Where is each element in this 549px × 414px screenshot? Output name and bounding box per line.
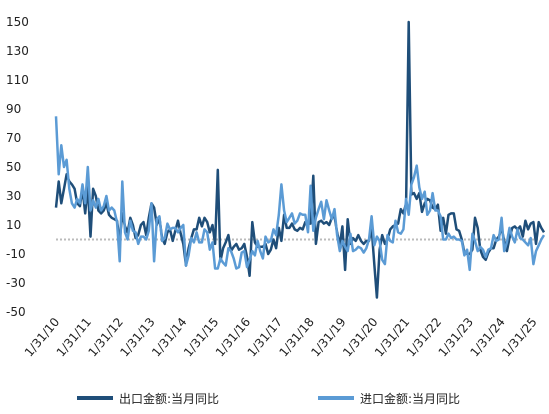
y-tick-label: 130 [6,44,29,58]
y-tick-label: 10 [6,218,21,232]
y-tick-label: 150 [6,15,29,29]
y-tick-label: 90 [6,102,21,116]
legend-label: 进口金额:当月同比 [360,391,460,406]
legend-label: 出口金额:当月同比 [119,391,219,406]
y-tick-label: -30 [6,276,26,290]
x-tick-label: 1/31/25 [499,315,539,359]
y-tick-label: 30 [6,189,21,203]
y-tick-label: 110 [6,73,29,87]
series-line [54,116,546,272]
y-tick-label: -50 [6,305,26,319]
y-tick-label: -10 [6,247,26,261]
y-tick-label: 50 [6,160,21,174]
y-tick-label: 70 [6,131,21,145]
